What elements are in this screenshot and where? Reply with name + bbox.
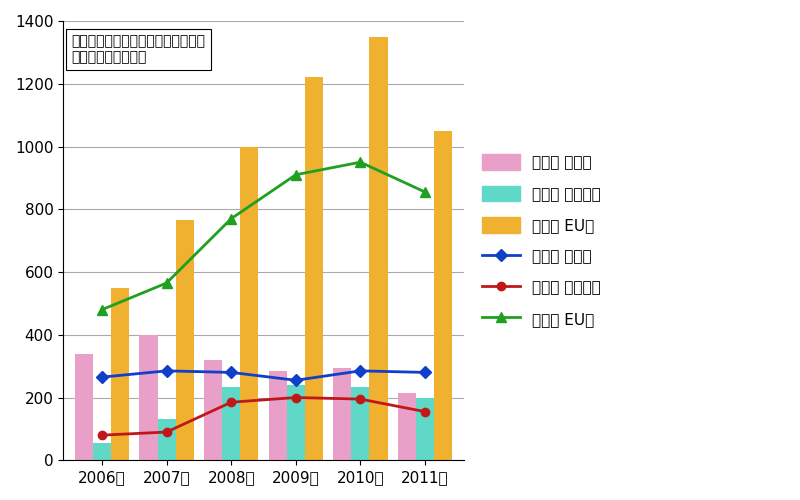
Bar: [222, 386, 240, 460]
Bar: [269, 371, 286, 460]
Bar: [351, 386, 370, 460]
生産量 ドイツ: [97, 374, 106, 380]
Bar: [93, 443, 111, 460]
Bar: [240, 146, 258, 461]
Line: 生産量 ドイツ: 生産量 ドイツ: [98, 366, 429, 384]
Line: 生産量 フランス: 生産量 フランス: [98, 394, 429, 440]
Bar: [111, 288, 129, 461]
Legend: 消費量 ドイツ, 消費量 フランス, 消費量 EU計, 生産量 ドイツ, 生産量 フランス, 生産量 EU計: 消費量 ドイツ, 消費量 フランス, 消費量 EU計, 生産量 ドイツ, 生産量…: [475, 148, 607, 333]
生産量 EU計: [97, 306, 106, 312]
生産量 フランス: [291, 394, 301, 400]
Bar: [398, 393, 416, 460]
Bar: [139, 335, 158, 460]
Text: 単位：消費量は石油換算１万トン、
　生産量は１万トン: 単位：消費量は石油換算１万トン、 生産量は１万トン: [71, 34, 206, 64]
Bar: [434, 131, 452, 460]
生産量 ドイツ: [291, 378, 301, 384]
生産量 フランス: [420, 408, 430, 414]
Line: 生産量 EU計: 生産量 EU計: [97, 158, 430, 314]
Bar: [75, 354, 93, 461]
生産量 EU計: [162, 280, 171, 286]
生産量 フランス: [162, 429, 171, 435]
生産量 ドイツ: [356, 368, 366, 374]
Bar: [176, 220, 194, 460]
Bar: [158, 420, 176, 461]
生産量 ドイツ: [226, 370, 236, 376]
生産量 EU計: [356, 159, 366, 165]
Bar: [305, 78, 323, 460]
Bar: [416, 398, 434, 460]
Bar: [370, 36, 387, 461]
Bar: [204, 360, 222, 460]
生産量 EU計: [420, 189, 430, 195]
生産量 フランス: [97, 432, 106, 438]
Bar: [334, 368, 351, 460]
生産量 EU計: [226, 216, 236, 222]
生産量 ドイツ: [420, 370, 430, 376]
生産量 フランス: [226, 399, 236, 405]
生産量 ドイツ: [162, 368, 171, 374]
生産量 EU計: [291, 172, 301, 177]
生産量 フランス: [356, 396, 366, 402]
Bar: [286, 385, 305, 460]
